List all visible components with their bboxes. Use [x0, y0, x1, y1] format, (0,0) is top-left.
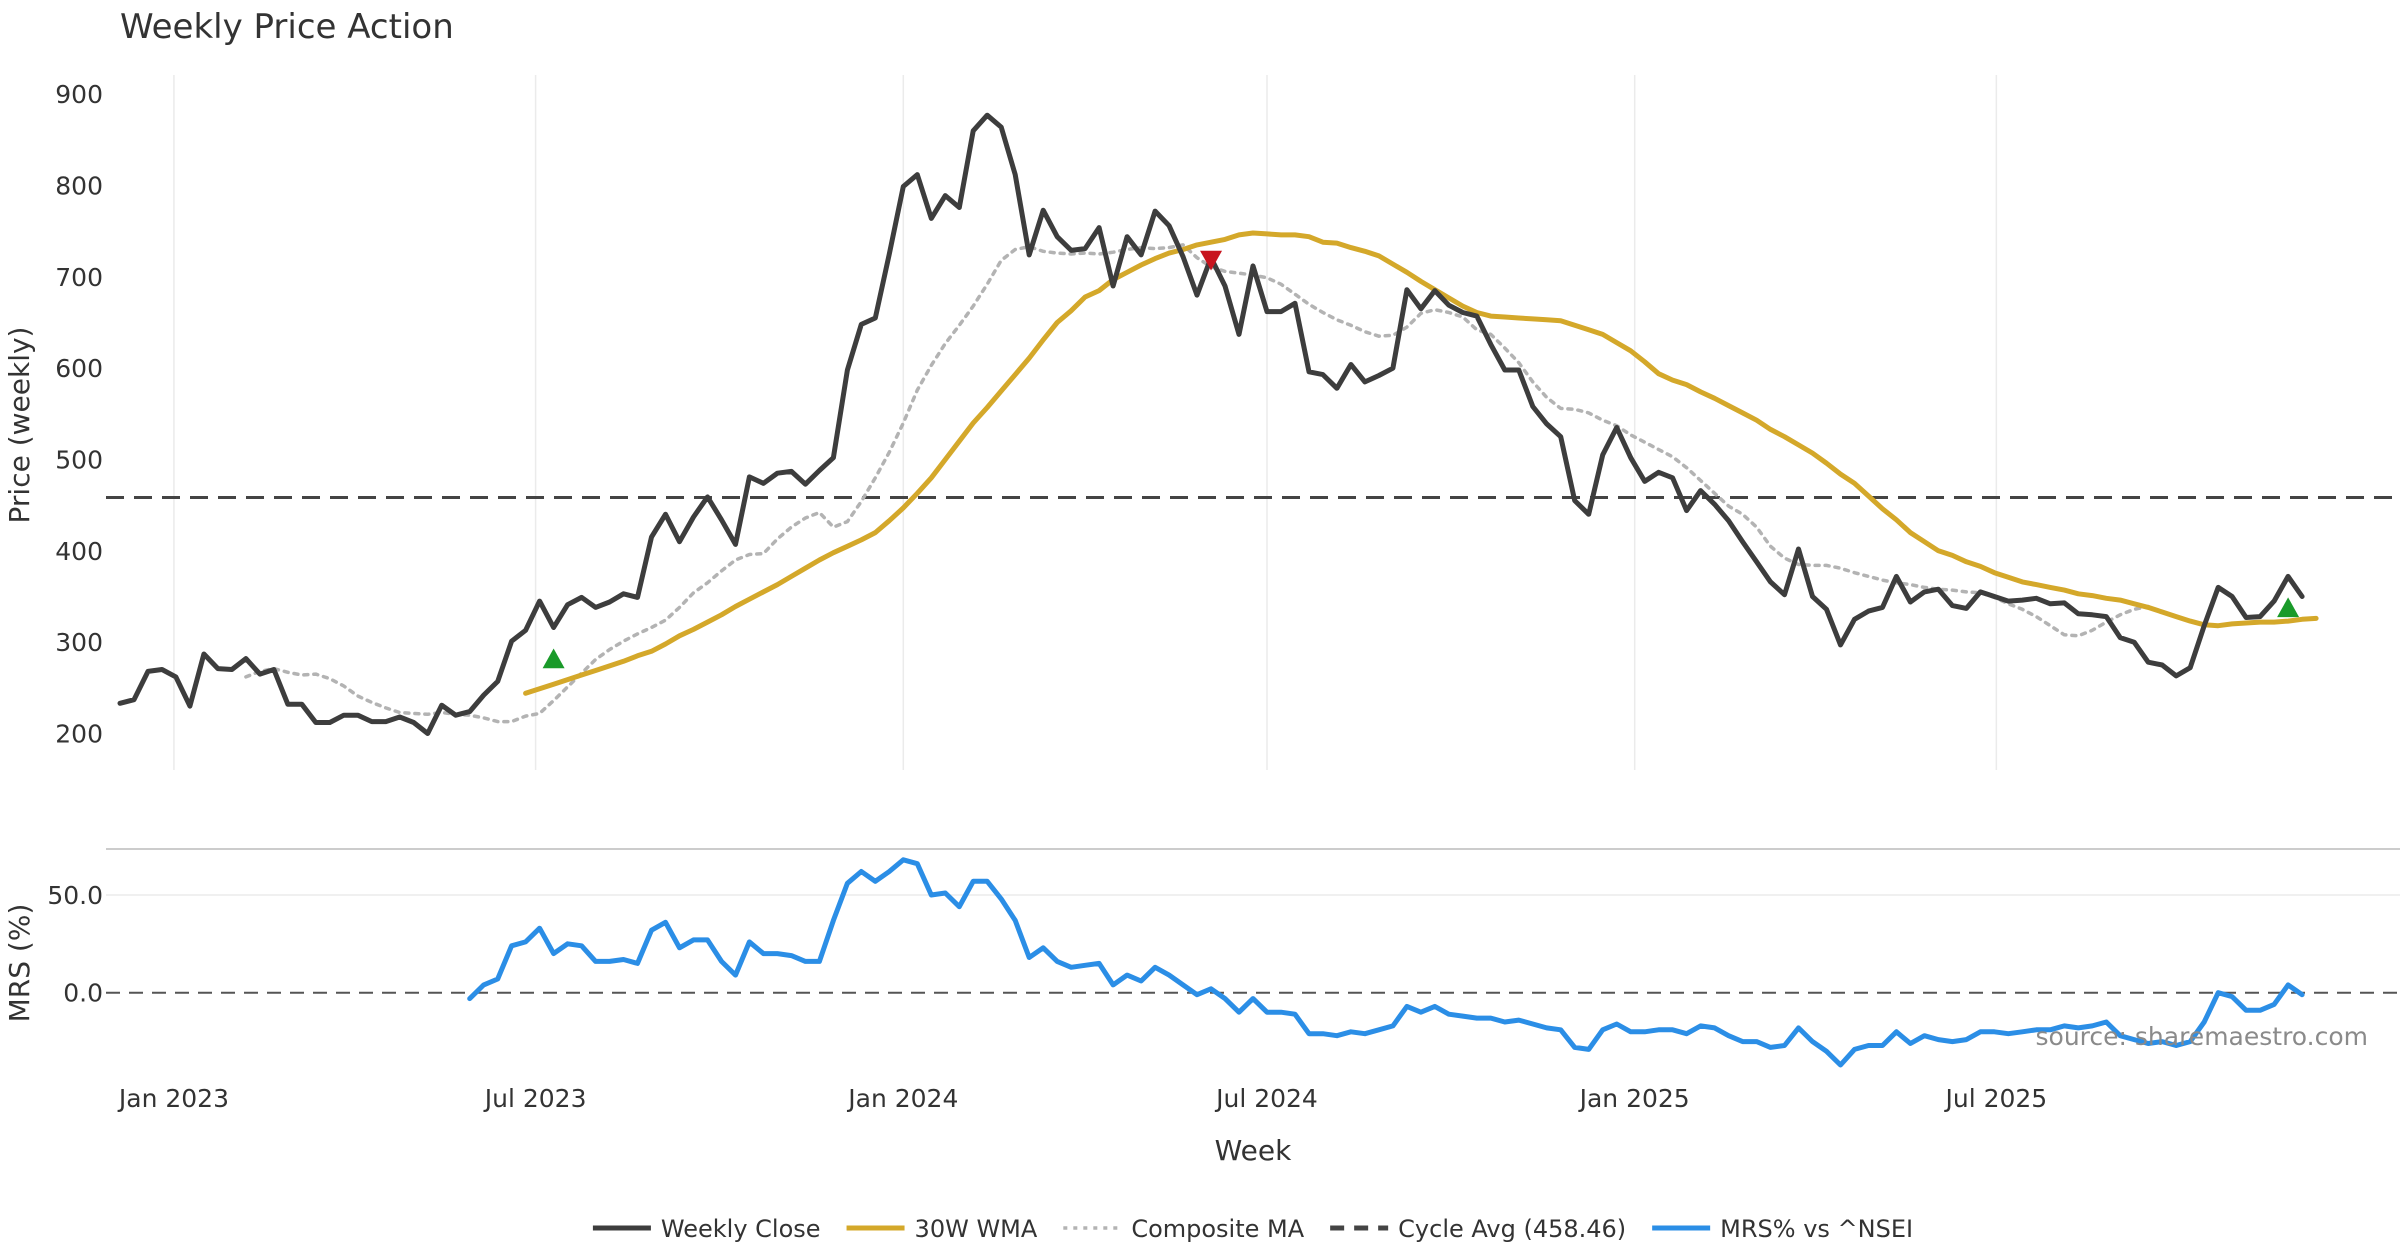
legend-label: Cycle Avg (458.46)	[1398, 1215, 1626, 1243]
legend-label: Weekly Close	[661, 1215, 821, 1243]
series-line-2	[244, 243, 2150, 724]
x-tick-label: Jul 2025	[1943, 1084, 2047, 1113]
price-tick-label: 500	[55, 446, 103, 475]
mrs-tick-label: 50.0	[47, 881, 103, 910]
price-tick-label: 300	[55, 628, 103, 657]
x-axis-label: Week	[1215, 1134, 1292, 1167]
buy-signal-marker	[2277, 597, 2300, 618]
legend-label: Composite MA	[1131, 1215, 1304, 1243]
mrs-axis-label: MRS (%)	[3, 904, 36, 1023]
series-line-0	[117, 112, 2305, 736]
x-tick-label: Jan 2024	[846, 1084, 958, 1113]
price-axis-label: Price (weekly)	[3, 327, 36, 524]
series-line-mrs-0	[467, 857, 2305, 1068]
price-tick-label: 400	[55, 537, 103, 566]
legend: Weekly Close 30W WMA Composite MA Cycle Avg…	[592, 1215, 1913, 1243]
legend-label: 30W WMA	[915, 1215, 1038, 1243]
mrs-tick-label: 0.0	[63, 979, 103, 1008]
x-tick-label: Jul 2023	[483, 1084, 587, 1113]
series-line-1	[523, 230, 2319, 696]
chart-title: Weekly Price Action	[120, 7, 454, 47]
grid-lines	[106, 75, 2400, 896]
signal-markers	[542, 250, 2300, 669]
chart-labels: Weekly Price Action Price (weekly) MRS (…	[3, 7, 2368, 1167]
reference-lines	[106, 495, 2400, 994]
price-tick-label: 700	[55, 263, 103, 292]
x-tick-label: Jan 2025	[1578, 1084, 1690, 1113]
price-tick-label: 600	[55, 354, 103, 383]
x-tick-label: Jan 2023	[117, 1084, 229, 1113]
sell-signal-marker	[1200, 250, 1223, 271]
source-annotation: source: sharemaestro.com	[2036, 1022, 2369, 1051]
buy-signal-marker	[542, 648, 565, 669]
legend-label: MRS% vs ^NSEI	[1720, 1215, 1913, 1243]
price-tick-label: 900	[55, 80, 103, 109]
x-tick-label: Jul 2024	[1214, 1084, 1318, 1113]
price-tick-label: 200	[55, 719, 103, 748]
price-tick-label: 800	[55, 172, 103, 201]
